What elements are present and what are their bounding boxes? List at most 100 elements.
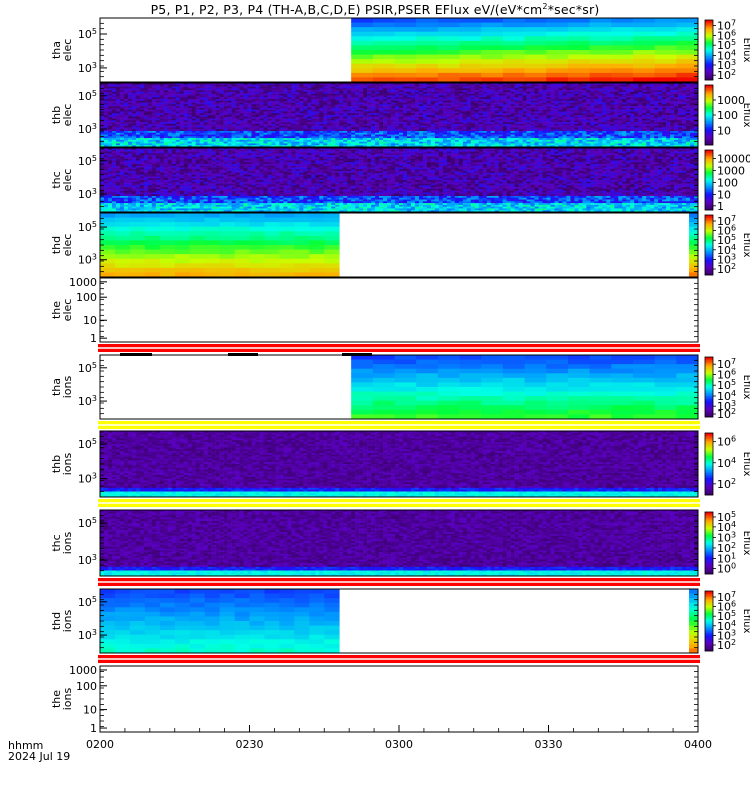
heat-cell: [355, 125, 360, 128]
heat-cell: [402, 93, 408, 96]
heat-cell: [199, 109, 204, 112]
heat-cell: [207, 100, 212, 103]
heat-cell: [426, 131, 432, 134]
heat-cell: [263, 88, 268, 91]
heat-cell: [574, 113, 579, 116]
heat-cell: [135, 122, 141, 125]
heat-cell: [490, 113, 495, 116]
heat-cell: [107, 88, 113, 91]
heat-cell: [319, 99, 324, 102]
heat-cell: [351, 127, 356, 130]
heat-cell: [355, 120, 360, 123]
heat-cell: [634, 115, 639, 118]
heat-cell: [498, 86, 503, 89]
heat-cell: [470, 115, 476, 118]
heat-cell: [107, 95, 113, 98]
heat-cell: [486, 116, 491, 119]
heat-cell: [315, 95, 320, 98]
heat-cell: [574, 100, 579, 103]
heat-cell: [534, 118, 539, 121]
heat-cell: [319, 132, 324, 135]
heat-cell: [299, 100, 304, 103]
heat-cell: [207, 125, 212, 128]
heat-cell: [343, 107, 348, 110]
heat-cell: [235, 115, 240, 118]
heat-cell: [486, 100, 491, 103]
heat-cell: [437, 27, 460, 33]
heat-cell: [690, 100, 695, 103]
heat-cell: [347, 132, 352, 135]
heat-cell: [586, 134, 591, 137]
heat-cell: [155, 111, 161, 114]
heat-cell: [323, 99, 328, 102]
heat-cell: [658, 83, 663, 86]
heat-cell: [211, 122, 216, 125]
heat-cell: [347, 129, 352, 132]
heat-cell: [295, 83, 300, 86]
heat-cell: [486, 91, 491, 94]
heat-cell: [494, 109, 499, 112]
heat-cell: [426, 109, 432, 112]
heat-cell: [275, 115, 280, 118]
heat-cell: [215, 90, 220, 93]
heat-cell: [119, 131, 125, 134]
heat-cell: [211, 102, 216, 105]
heat-cell: [283, 102, 288, 105]
heat-cell: [646, 104, 651, 107]
heat-cell: [203, 134, 208, 137]
heat-cell: [694, 132, 699, 135]
heat-cell: [524, 72, 547, 78]
heat-cell: [676, 45, 699, 51]
heat-cell: [494, 90, 499, 93]
heat-cell: [211, 116, 216, 119]
heat-cell: [263, 115, 268, 118]
heat-cell: [550, 134, 555, 137]
chart-title: P5, P1, P2, P3, P4 (TH-A,B,C,D,E) PSIR,P…: [0, 2, 750, 17]
heat-cell: [243, 122, 248, 125]
heat-cell: [490, 90, 495, 93]
heat-cell: [426, 118, 432, 121]
heat-cell: [522, 107, 527, 110]
heat-cell: [526, 90, 531, 93]
heat-cell: [394, 54, 417, 60]
heat-cell: [522, 132, 527, 135]
heat-cell: [610, 91, 615, 94]
heat-cell: [307, 102, 312, 105]
heat-cell: [323, 83, 328, 86]
heat-cell: [682, 118, 687, 121]
heat-cell: [335, 118, 340, 121]
heat-cell: [562, 84, 567, 87]
heat-cell: [187, 127, 192, 130]
heat-cell: [155, 138, 161, 141]
heat-cell: [454, 102, 460, 105]
heat-cell: [263, 106, 268, 109]
heat-cell: [315, 120, 320, 123]
heat-cell: [211, 93, 216, 96]
heat-cell: [231, 118, 236, 121]
heat-cell: [611, 59, 634, 65]
heat-cell: [363, 122, 368, 125]
heat-cell: [207, 90, 212, 93]
heat-cell: [538, 116, 543, 119]
heat-cell: [486, 134, 491, 137]
heat-cell: [239, 90, 244, 93]
heat-cell: [614, 93, 619, 96]
heat-cell: [570, 107, 575, 110]
heat-cell: [115, 109, 121, 112]
heat-cell: [526, 91, 531, 94]
heat-cell: [490, 100, 495, 103]
heat-cell: [438, 111, 444, 114]
heat-cell: [570, 113, 575, 116]
heat-cell: [147, 116, 153, 119]
heat-cell: [682, 109, 687, 112]
heat-cell: [207, 131, 212, 134]
heat-cell: [438, 118, 444, 121]
heat-cell: [171, 97, 177, 100]
heat-cell: [418, 86, 424, 89]
heat-cell: [474, 102, 480, 105]
heat-cell: [602, 115, 607, 118]
heat-cell: [538, 118, 543, 121]
heat-cell: [323, 84, 328, 87]
heat-cell: [239, 132, 244, 135]
heat-cell: [642, 102, 647, 105]
